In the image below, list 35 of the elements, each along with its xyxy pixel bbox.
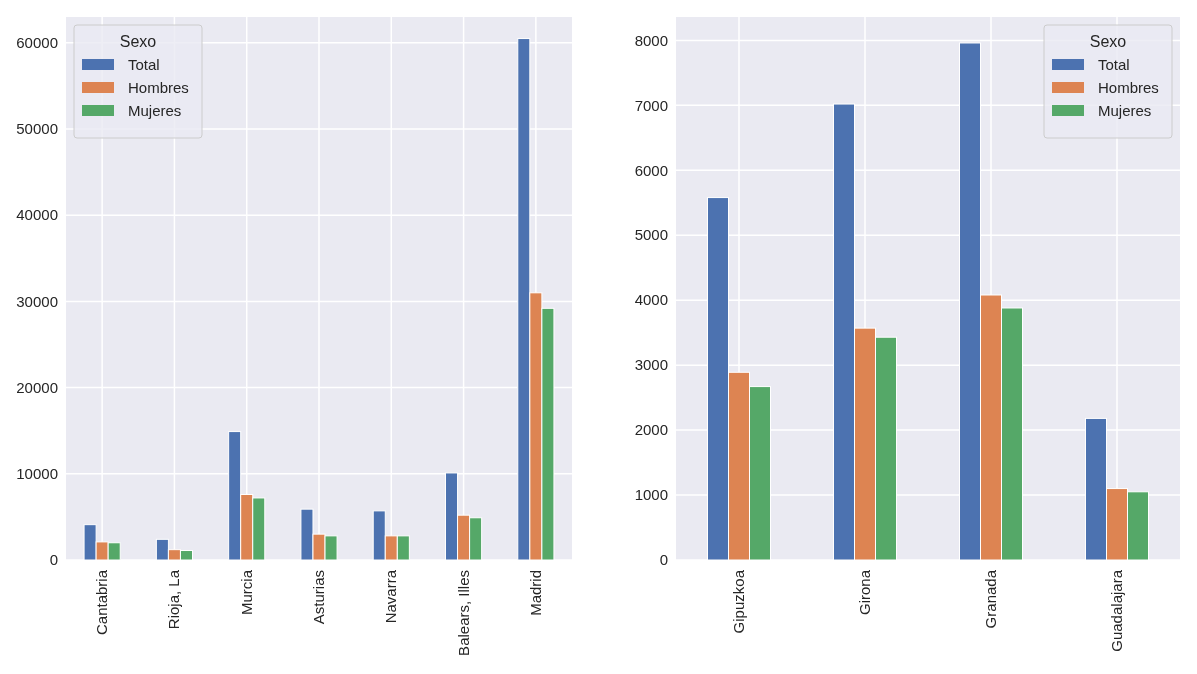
x-tick-label: Balears, Illes — [454, 570, 472, 656]
y-tick-label: 8000 — [634, 31, 668, 49]
y-tick-label: 50000 — [16, 120, 58, 138]
y-tick-label: 1000 — [634, 486, 668, 504]
x-tick-label: Navarra — [382, 569, 400, 624]
y-tick-label: 0 — [49, 551, 58, 569]
y-tick-label: 10000 — [16, 465, 58, 483]
x-tick-label: Cantabria — [93, 569, 111, 636]
y-tick-label: 5000 — [634, 226, 668, 244]
x-tick-label: Gipuzkoa — [730, 569, 747, 634]
y-tick-label: 3000 — [634, 356, 668, 374]
legend-label: Hombres — [1098, 79, 1159, 97]
y-tick-label: 60000 — [16, 34, 58, 52]
legend-label: Mujeres — [128, 102, 182, 120]
x-tick-label: Murcia — [237, 569, 255, 616]
x-tick-label: Madrid — [526, 570, 544, 616]
legend-label: Total — [1098, 56, 1130, 74]
legend-label: Mujeres — [1098, 102, 1152, 120]
y-tick-label: 30000 — [16, 292, 58, 310]
x-tick-label: Guadalajara — [1108, 569, 1125, 652]
y-tick-label: 40000 — [16, 206, 58, 224]
y-tick-label: 6000 — [634, 161, 668, 179]
y-tick-label: 7000 — [634, 96, 668, 114]
y-tick-label: 0 — [659, 551, 668, 569]
y-tick-label: 4000 — [634, 291, 668, 309]
legend-title: Sexo — [119, 33, 157, 50]
legend-title: Sexo — [1089, 33, 1127, 50]
y-tick-label: 2000 — [634, 421, 668, 439]
legend-label: Hombres — [128, 79, 189, 97]
x-tick-label: Asturias — [310, 570, 327, 625]
x-tick-label: Rioja, La — [165, 569, 183, 630]
legend-label: Total — [128, 56, 160, 74]
x-tick-label: Girona — [856, 569, 873, 616]
y-tick-label: 20000 — [16, 378, 58, 396]
x-tick-label: Granada — [982, 569, 999, 629]
